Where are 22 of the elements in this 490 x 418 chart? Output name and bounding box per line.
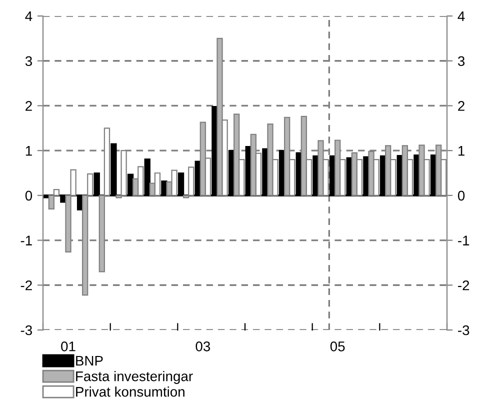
y2-tick-label: -3 <box>458 325 470 336</box>
legend-label: BNP <box>76 356 103 366</box>
legend-label: Privat konsumtion <box>76 386 184 397</box>
y2-tick-label: 4 <box>458 11 465 22</box>
y2-tick-label: -1 <box>458 236 470 246</box>
x-tick-label: 01 <box>61 341 76 352</box>
y2-tick-label: 1 <box>458 146 464 156</box>
x-tick-label: 05 <box>330 341 345 352</box>
y-tick-label: -3 <box>20 325 32 336</box>
y2-tick-label: 2 <box>458 101 464 111</box>
y-tick-label: 0 <box>25 190 32 201</box>
y2-tick-label: 0 <box>458 190 465 201</box>
y-tick-label: -2 <box>20 280 32 290</box>
legend-label: Fasta investeringar <box>76 371 193 384</box>
y-tick-label: 3 <box>25 56 32 66</box>
y-tick-label: 2 <box>26 101 32 111</box>
y-tick-label: 1 <box>26 146 32 156</box>
y-tick-label: -1 <box>20 236 32 246</box>
y2-tick-label: 3 <box>458 56 465 66</box>
y2-tick-label: -2 <box>458 280 470 290</box>
y-tick-label: 4 <box>25 11 32 22</box>
x-tick-label: 03 <box>196 341 210 352</box>
